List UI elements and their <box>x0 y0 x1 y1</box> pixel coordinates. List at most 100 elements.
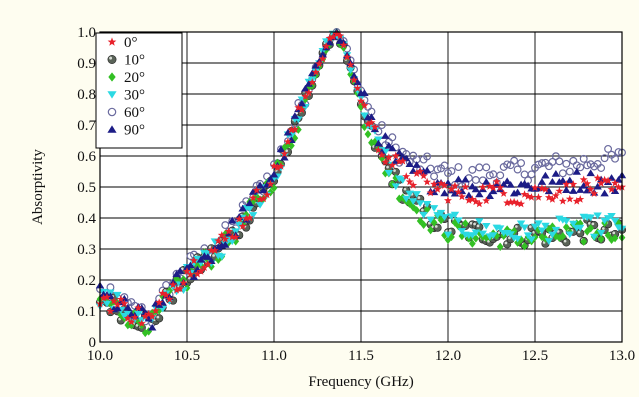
data-point <box>353 78 362 86</box>
data-point <box>384 169 394 177</box>
data-point <box>604 231 612 240</box>
data-point <box>450 181 459 190</box>
data-point <box>496 225 505 233</box>
data-point <box>496 242 504 251</box>
data-point <box>370 122 379 131</box>
data-point <box>482 196 491 205</box>
data-point <box>551 191 560 200</box>
data-point <box>579 175 588 184</box>
data-point <box>367 113 376 120</box>
data-point <box>503 160 512 169</box>
data-point <box>377 150 386 159</box>
data-point <box>301 92 310 101</box>
data-point <box>562 222 570 232</box>
legend-marker <box>107 55 117 64</box>
data-point <box>363 120 372 128</box>
data-point <box>106 307 115 315</box>
data-point <box>597 234 605 244</box>
data-point <box>478 230 487 238</box>
data-point <box>186 261 195 269</box>
data-point <box>562 238 571 247</box>
data-point <box>503 198 512 207</box>
data-point <box>572 197 581 205</box>
data-point <box>221 234 230 243</box>
data-point <box>544 238 554 245</box>
data-point <box>382 169 389 178</box>
data-point <box>586 169 595 177</box>
data-point <box>165 295 174 303</box>
legend-label: 60° <box>124 105 145 121</box>
data-point <box>269 170 279 178</box>
data-point <box>256 195 265 203</box>
data-point <box>137 319 146 327</box>
data-point <box>388 161 397 169</box>
data-point <box>228 232 237 241</box>
data-point <box>548 195 557 203</box>
data-point <box>168 284 178 291</box>
data-point <box>412 191 421 198</box>
data-point <box>391 151 400 160</box>
data-point <box>493 231 501 241</box>
data-point <box>413 206 421 215</box>
data-point <box>392 173 400 183</box>
data-point <box>422 201 432 208</box>
data-point <box>329 32 338 41</box>
data-point <box>332 29 341 38</box>
y-tick-label: 1.0 <box>77 25 96 41</box>
data-point <box>555 157 564 166</box>
data-point <box>102 293 111 301</box>
data-point <box>576 186 585 193</box>
data-point <box>604 144 613 153</box>
data-point <box>158 289 167 297</box>
y-tick-label: 0 <box>89 335 97 351</box>
data-point <box>478 182 487 191</box>
data-point <box>440 189 449 197</box>
data-point <box>398 156 407 165</box>
data-point <box>565 231 574 239</box>
data-point <box>537 178 547 185</box>
data-point <box>374 145 383 154</box>
data-point <box>596 230 606 237</box>
legend-label: 30° <box>124 88 145 104</box>
data-point <box>506 231 515 238</box>
data-point <box>572 167 581 175</box>
data-point <box>437 179 446 187</box>
data-point <box>283 128 293 136</box>
data-point <box>475 190 484 198</box>
data-point <box>151 306 160 315</box>
data-point <box>469 239 476 248</box>
data-point <box>169 280 178 289</box>
data-point <box>231 233 240 241</box>
data-point <box>238 222 247 230</box>
data-point <box>297 99 307 107</box>
data-point <box>430 180 439 188</box>
data-point <box>451 218 459 227</box>
data-point <box>304 88 313 97</box>
data-point <box>214 236 223 245</box>
data-point <box>433 185 442 193</box>
data-point <box>336 31 345 40</box>
data-point <box>583 179 592 188</box>
data-point <box>513 165 522 174</box>
legend-marker <box>107 37 117 46</box>
data-point <box>353 87 362 95</box>
data-point <box>604 176 613 185</box>
data-point <box>322 42 331 50</box>
data-point <box>593 173 602 182</box>
data-point <box>517 235 525 244</box>
data-point <box>276 162 285 170</box>
data-point <box>444 196 452 204</box>
y-tick-label: 0.1 <box>77 304 96 320</box>
data-point <box>99 293 108 302</box>
data-point <box>537 227 547 235</box>
data-point <box>611 178 620 187</box>
data-point <box>489 232 498 239</box>
data-point <box>534 160 543 169</box>
data-point <box>437 215 445 225</box>
data-point <box>520 224 529 232</box>
data-point <box>113 291 122 299</box>
data-point <box>454 175 463 183</box>
data-point <box>440 181 449 189</box>
x-tick-label: 11.0 <box>261 348 287 364</box>
